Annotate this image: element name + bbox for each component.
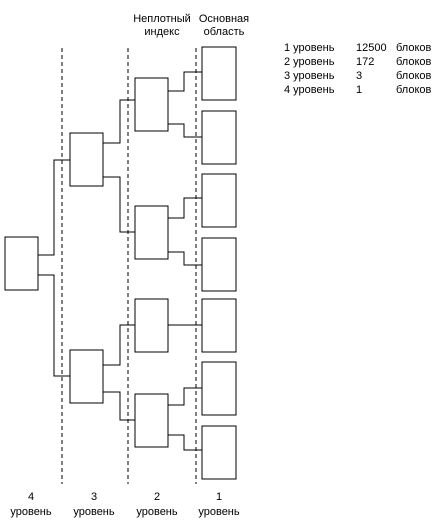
level-3-word: уровень	[73, 506, 115, 518]
level-2-block	[134, 393, 169, 448]
sparse-index-header-line1: Неплотный	[133, 13, 191, 25]
level-1-block	[201, 110, 237, 165]
legend-unit: блоков	[396, 84, 432, 96]
legend-level: 1 уровень	[284, 42, 335, 54]
level-2-block	[134, 205, 169, 260]
legend-count: 172	[356, 56, 374, 68]
level-1-block	[201, 173, 237, 228]
connector	[168, 71, 202, 92]
level-2-number: 2	[154, 491, 160, 503]
connector	[168, 434, 202, 451]
legend-unit: блоков	[396, 70, 432, 82]
legend-level: 3 уровень	[284, 70, 335, 82]
legend-level: 2 уровень	[284, 56, 335, 68]
connector	[38, 274, 70, 377]
level-4-word: уровень	[10, 506, 52, 518]
level-1-word: уровень	[198, 506, 240, 518]
legend-level: 4 уровень	[284, 84, 335, 96]
main-area-header-line1: Основная	[199, 13, 249, 25]
connector	[103, 99, 135, 144]
level-2-word: уровень	[136, 506, 178, 518]
legend-count: 1	[356, 84, 362, 96]
level-1-block	[201, 425, 237, 480]
level-3-block	[69, 349, 104, 404]
sparse-index-header-line2: индекс	[144, 26, 180, 38]
legend-count: 3	[356, 70, 362, 82]
main-area-header-line2: область	[204, 26, 245, 38]
connector	[103, 324, 135, 366]
connector	[103, 391, 135, 421]
level-1-block	[201, 237, 237, 292]
legend: 1 уровень 12500 блоков 2 уровень 172 бло…	[284, 42, 432, 96]
level-1-number: 1	[216, 491, 222, 503]
level-4-number: 4	[28, 491, 34, 503]
level-1-block	[201, 298, 237, 353]
connector	[103, 176, 135, 233]
level-2-block	[134, 298, 169, 353]
level-1-block	[201, 361, 237, 416]
legend-count: 12500	[356, 42, 387, 54]
level-4-block	[4, 236, 39, 291]
connector	[168, 251, 202, 266]
level-3-number: 3	[91, 491, 97, 503]
level-1-block	[201, 46, 237, 101]
connector	[168, 197, 202, 219]
level-3-block	[69, 132, 104, 187]
legend-unit: блоков	[396, 56, 432, 68]
connector	[168, 123, 202, 138]
connector	[38, 159, 70, 256]
connector	[168, 387, 202, 406]
level-2-block	[134, 77, 169, 132]
legend-unit: блоков	[396, 42, 432, 54]
